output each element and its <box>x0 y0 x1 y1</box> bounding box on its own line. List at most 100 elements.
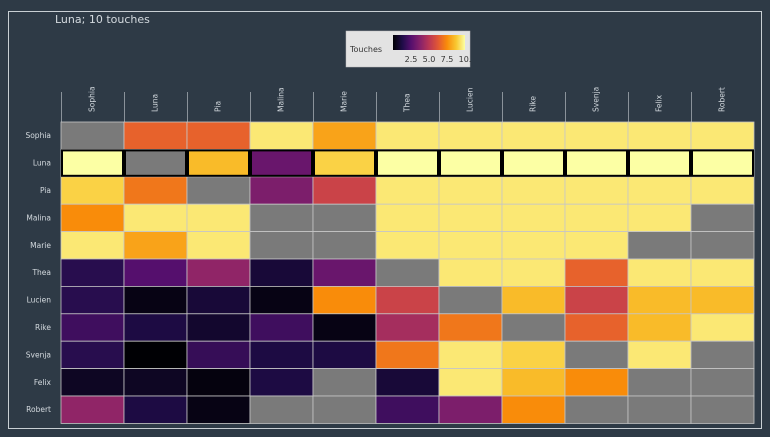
heatmap-cell <box>501 313 566 342</box>
row-label: Luna <box>33 159 51 168</box>
heatmap-cell <box>312 121 377 150</box>
heatmap-cell <box>312 258 377 287</box>
heatmap-cell <box>375 258 440 287</box>
heatmap-cell <box>690 285 755 315</box>
heatmap-cell <box>123 258 188 287</box>
heatmap-cell <box>312 340 377 370</box>
heatmap-cell <box>312 148 377 178</box>
heatmap-cell <box>690 231 755 260</box>
row-label: Felix <box>34 378 52 387</box>
heatmap-cell <box>186 231 251 260</box>
column-label: Svenja <box>592 87 601 112</box>
heatmap-cell <box>564 203 629 232</box>
highlight-cell-outline <box>376 149 439 177</box>
heatmap-cell <box>375 176 440 205</box>
heatmap-cell <box>690 176 755 205</box>
chart-title: Luna; 10 touches <box>55 13 150 26</box>
heatmap-cell <box>249 313 314 342</box>
heatmap-cell <box>186 203 251 232</box>
highlight-cell-outline <box>313 149 376 177</box>
heatmap-cell <box>438 395 503 424</box>
colorbar-tick: 2.5 <box>405 55 418 64</box>
heatmap-cell <box>501 340 566 370</box>
heatmap-cell <box>564 121 629 150</box>
heatmap-cell <box>60 231 125 260</box>
heatmap-cell <box>438 203 503 232</box>
heatmap-cell <box>312 203 377 232</box>
heatmap-cell <box>375 368 440 397</box>
row-label: Svenja <box>26 350 51 359</box>
highlight-cell-outline <box>628 149 691 177</box>
column-label: Rike <box>529 96 538 112</box>
heatmap-cell <box>690 121 755 150</box>
heatmap-cell <box>501 395 566 424</box>
heatmap-cell <box>123 231 188 260</box>
row-label: Sophia <box>25 131 51 140</box>
heatmap-cell <box>690 258 755 287</box>
heatmap-cell <box>249 395 314 424</box>
heatmap-cell <box>501 231 566 260</box>
column-label: Luna <box>151 94 160 112</box>
row-label: Robert <box>26 405 51 414</box>
heatmap-cell <box>690 395 755 424</box>
heatmap-cell <box>60 148 125 178</box>
highlight-cell-outline <box>502 149 565 177</box>
heatmap-cell <box>186 148 251 178</box>
heatmap-cell <box>312 313 377 342</box>
row-label: Lucien <box>27 296 52 305</box>
heatmap-cell <box>690 340 755 370</box>
heatmap-cell <box>123 121 188 150</box>
heatmap-cell <box>501 368 566 397</box>
chart-frame <box>8 11 762 429</box>
heatmap-cell <box>60 340 125 370</box>
heatmap-cell <box>501 258 566 287</box>
colorbar-tick: 10. <box>459 55 472 64</box>
colorbar-label: Touches <box>349 45 382 54</box>
heatmap-cell <box>690 313 755 342</box>
heatmap-cell <box>375 121 440 150</box>
heatmap-cell <box>186 258 251 287</box>
heatmap-cell <box>249 258 314 287</box>
heatmap-cell <box>564 148 629 178</box>
highlight-cell-outline <box>61 149 124 177</box>
heatmap-cell <box>123 313 188 342</box>
heatmap-cell <box>123 395 188 424</box>
heatmap-cell <box>186 395 251 424</box>
heatmap-cell <box>501 121 566 150</box>
heatmap-cell <box>123 148 188 178</box>
colorbar-legend: Touches 2.5 5.0 7.5 10. <box>345 30 472 68</box>
heatmap-cell <box>627 285 692 315</box>
heatmap-cell <box>564 313 629 342</box>
highlight-cell-outline <box>187 149 250 177</box>
heatmap-cell <box>564 176 629 205</box>
colorbar-tick: 5.0 <box>423 55 436 64</box>
heatmap-cell <box>438 313 503 342</box>
heatmap-cell <box>249 203 314 232</box>
heatmap-cell <box>627 203 692 232</box>
heatmap-cell <box>249 340 314 370</box>
column-label: Malina <box>277 87 286 112</box>
column-label: Lucien <box>466 87 475 112</box>
heatmap-cell <box>375 395 440 424</box>
heatmap-cell <box>123 285 188 315</box>
heatmap-cell <box>186 340 251 370</box>
heatmap-cell <box>375 285 440 315</box>
row-label: Malina <box>26 213 51 222</box>
heatmap-cell <box>375 203 440 232</box>
heatmap-cell <box>690 203 755 232</box>
heatmap-cell <box>564 395 629 424</box>
heatmap-cell <box>249 176 314 205</box>
highlight-cell-outline <box>565 149 628 177</box>
heatmap-cell <box>312 395 377 424</box>
heatmap-cell <box>627 395 692 424</box>
column-label: Thea <box>403 93 412 113</box>
heatmap-cell <box>60 176 125 205</box>
heatmap-cell <box>312 176 377 205</box>
heatmap-cell <box>375 231 440 260</box>
heatmap-cell <box>627 340 692 370</box>
heatmap-cell <box>627 148 692 178</box>
heatmap-cell <box>375 313 440 342</box>
heatmap-cell <box>60 121 125 150</box>
heatmap-cell <box>60 203 125 232</box>
